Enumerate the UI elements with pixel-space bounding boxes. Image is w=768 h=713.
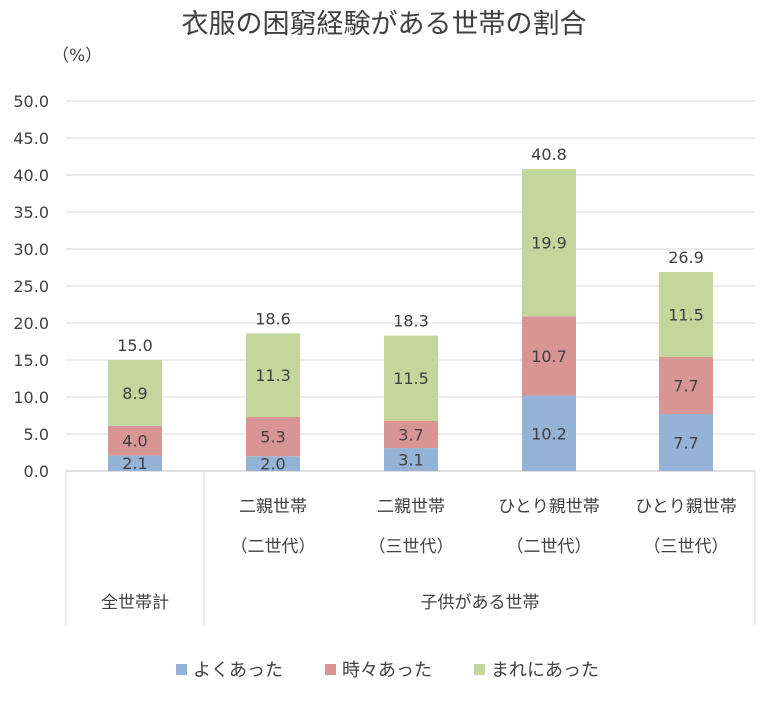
bar-segment [246, 456, 300, 471]
y-tick-label: 30.0 [13, 240, 49, 259]
bars [108, 169, 713, 471]
category-label: 二親世帯 [239, 497, 307, 517]
bar-segment [384, 420, 438, 449]
data-label: 11.5 [393, 369, 429, 388]
data-label: 2.0 [260, 455, 285, 474]
bar-segment [659, 271, 713, 358]
y-tick-label: 40.0 [13, 166, 49, 185]
data-label: 7.7 [673, 434, 698, 453]
bar-segment [522, 169, 576, 317]
bar-segment [384, 448, 438, 471]
legend-swatch [325, 664, 336, 675]
bar-segment [246, 333, 300, 417]
group-label: 全世帯計 [101, 593, 169, 613]
legend-label: 時々あった [342, 660, 432, 681]
total-label: 40.8 [531, 145, 567, 164]
bar-segment [384, 335, 438, 421]
data-labels: 2.1 4.0 8.9 15.0 2.0 5.3 11.3 18.6 3.1 3.7 11.5 18.… [117, 145, 704, 474]
data-label: 5.3 [260, 428, 285, 447]
y-tick-label: 45.0 [13, 129, 49, 148]
data-label: 3.7 [398, 425, 423, 444]
data-label: 3.1 [398, 451, 423, 470]
data-label: 2.1 [122, 454, 147, 473]
data-label: 10.7 [531, 347, 567, 366]
legend: よくあった 時々あった まれにあった [176, 660, 599, 681]
bar-segment [108, 455, 162, 471]
data-label: 7.7 [673, 377, 698, 396]
bar-segment [659, 357, 713, 415]
category-sublabel: （二世代） [231, 537, 316, 557]
category-label: 二親世帯 [377, 497, 445, 517]
y-tick-label: 0.0 [24, 462, 49, 481]
legend-swatch [176, 664, 187, 675]
legend-label: よくあった [193, 660, 283, 681]
category-label: ひとり親世帯 [635, 497, 737, 517]
data-label: 4.0 [122, 432, 147, 451]
data-label: 11.3 [255, 366, 291, 385]
total-label: 26.9 [668, 248, 704, 267]
bar-segment [246, 416, 300, 457]
bar-segment [108, 360, 162, 426]
category-axis: 二親世帯 （二世代） 二親世帯 （三世代） ひとり親世帯 （二世代） ひとり親世帯 （三世代）… [65, 471, 756, 625]
y-tick-label: 5.0 [24, 425, 49, 444]
data-label: 8.9 [122, 384, 147, 403]
data-label: 11.5 [668, 305, 704, 324]
total-label: 18.6 [255, 309, 291, 328]
chart-title: 衣服の困窮経験がある世帯の割合 [182, 9, 587, 40]
category-sublabel: （三世代） [369, 537, 454, 557]
y-tick-label: 35.0 [13, 203, 49, 222]
category-sublabel: （三世代） [644, 537, 729, 557]
total-label: 15.0 [117, 336, 153, 355]
bar-segment [659, 414, 713, 471]
y-tick-label: 15.0 [13, 351, 49, 370]
group-label: 子供がある世帯 [421, 593, 540, 613]
data-label: 10.2 [531, 424, 567, 443]
y-tick-label: 50.0 [13, 92, 49, 111]
category-sublabel: （二世代） [507, 537, 592, 557]
y-tick-label: 20.0 [13, 314, 49, 333]
bar-segment [522, 316, 576, 396]
y-tick-label: 25.0 [13, 277, 49, 296]
data-label: 19.9 [531, 234, 567, 253]
category-label: ひとり親世帯 [498, 497, 600, 517]
y-tick-label: 10.0 [13, 388, 49, 407]
legend-swatch [474, 664, 485, 675]
legend-label: まれにあった [491, 660, 599, 681]
total-label: 18.3 [393, 312, 429, 331]
bar-segment [522, 395, 576, 471]
y-axis-tick-labels: 0.0 5.0 10.0 15.0 20.0 25.0 30.0 35.0 40.0 45.0 50… [13, 92, 49, 481]
bar-segment [108, 425, 162, 456]
y-axis-unit-label: （%） [52, 46, 102, 66]
gridlines [66, 100, 755, 472]
